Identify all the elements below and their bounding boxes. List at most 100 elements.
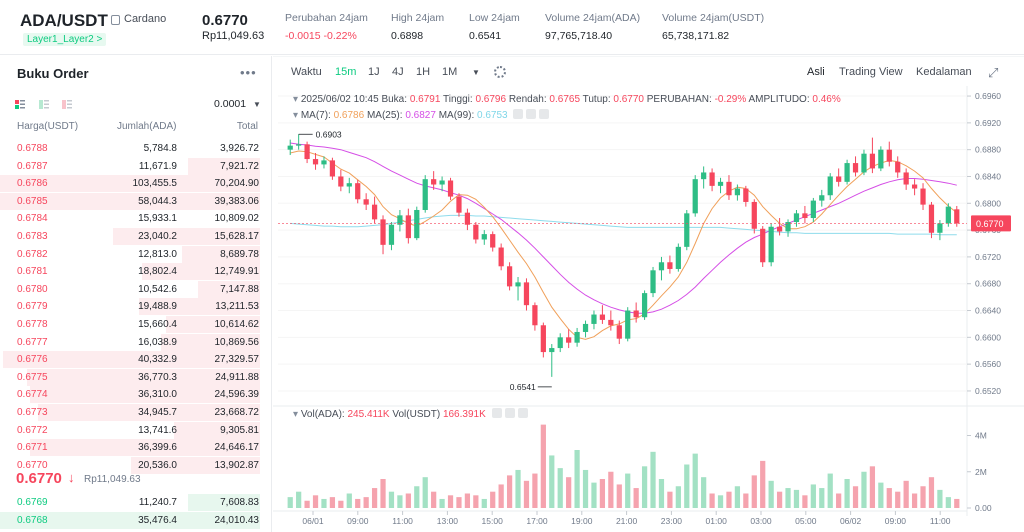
view-asks-icon[interactable] (62, 100, 72, 109)
ask-row[interactable]: 0.6787 11,671.9 7,921.72 (0, 157, 272, 176)
col-total: Total (236, 121, 258, 132)
ask-row[interactable]: 0.6779 19,488.9 13,211.53 (0, 298, 272, 316)
row-total: 9,305.81 (220, 424, 259, 436)
volume-bar (523, 480, 530, 508)
candle-body (844, 163, 850, 182)
volume-bar (405, 493, 411, 508)
depth-bar (0, 511, 260, 529)
candle-body (819, 195, 825, 201)
volume-bar (852, 486, 859, 508)
bid-row[interactable]: 0.6768 35,476.4 24,010.43 (0, 511, 272, 530)
fullscreen-icon[interactable]: ⤢ (988, 65, 999, 80)
candle-body (346, 183, 352, 187)
category-tag[interactable]: Layer1_Layer2 > (23, 33, 107, 46)
volume-bar (709, 493, 715, 508)
tab-trading-view[interactable]: Trading View (839, 66, 903, 78)
ask-list: 0.6788 5,784.8 3,926.72 0.6787 11,671.9 7,921… (0, 140, 272, 474)
ask-row[interactable]: 0.6788 5,784.8 3,926.72 (0, 140, 272, 158)
candlestick-chart[interactable]: 0.69600.69200.68800.68400.68000.67600.67… (273, 56, 1024, 532)
view-both-icon[interactable] (15, 100, 25, 109)
volume-bar (760, 460, 766, 508)
candle-body (304, 144, 310, 160)
candle-body (312, 159, 319, 165)
ask-row[interactable]: 0.6771 36,399.6 24,646.17 (0, 439, 272, 457)
row-price: 0.6770 (17, 459, 48, 471)
view-bids-icon[interactable] (39, 100, 49, 109)
tab-time[interactable]: Waktu (291, 66, 322, 78)
stat-high: High 24jam 0.6898 (391, 12, 445, 42)
volume-bar (566, 477, 572, 508)
candle-body (431, 179, 437, 185)
time-tick-label: 05:00 (795, 516, 817, 526)
volume-bar (363, 497, 369, 508)
volume-bar (414, 486, 420, 508)
volume-bar (599, 479, 606, 508)
tab-4h[interactable]: 4J (392, 66, 404, 78)
row-total: 24,010.43 (214, 514, 260, 526)
row-price: 0.6769 (17, 497, 48, 508)
coin-info-icon[interactable] (111, 15, 120, 25)
tab-1d[interactable]: 1H (416, 66, 431, 78)
row-amount: 23,040.2 (138, 230, 177, 242)
tab-15m[interactable]: 15m (335, 66, 357, 78)
ask-row[interactable]: 0.6781 18,802.4 12,749.91 (0, 263, 272, 281)
gear-icon[interactable] (494, 66, 506, 78)
ask-row[interactable]: 0.6780 10,542.6 7,147.88 (0, 280, 272, 299)
depth-bar (160, 333, 260, 351)
volume-bar (532, 473, 538, 508)
candle-body (861, 153, 867, 173)
stat-volume-usdt: Volume 24jam(USDT) 65,738,171.82 (662, 12, 765, 42)
candle-body (456, 196, 462, 213)
candle-body (329, 160, 336, 177)
depth-bar (187, 157, 260, 175)
volume-bar (625, 473, 631, 508)
depth-bar (198, 280, 260, 298)
ask-row[interactable]: 0.6775 36,770.3 24,911.88 (0, 368, 272, 387)
chevron-down-icon[interactable]: ▼ (253, 100, 261, 109)
more-menu-icon[interactable]: ••• (240, 65, 257, 80)
ask-row[interactable]: 0.6784 15,933.1 10,809.02 (0, 210, 272, 228)
tab-1h[interactable]: 1J (368, 66, 380, 78)
ask-row[interactable]: 0.6772 13,741.6 9,305.81 (0, 421, 272, 440)
ask-row[interactable]: 0.6777 16,038.9 10,869.56 (0, 333, 272, 352)
row-price: 0.6787 (17, 160, 48, 172)
pair-title[interactable]: ADA/USDT (20, 11, 108, 30)
vol-settings-icon[interactable] (491, 408, 502, 418)
volume-bar (329, 497, 336, 508)
volume-bar (388, 491, 395, 508)
precision-select[interactable]: 0.0001 (214, 98, 247, 110)
row-amount: 11,671.9 (138, 160, 177, 172)
row-total: 15,628.17 (214, 230, 260, 242)
tab-original[interactable]: Asli (807, 66, 825, 78)
candle-body (599, 314, 606, 320)
depth-bar (0, 192, 260, 210)
ask-row[interactable]: 0.6785 58,044.3 39,383.06 (0, 192, 272, 211)
ask-row[interactable]: 0.6776 40,332.9 27,329.57 (0, 351, 272, 369)
coin-name[interactable]: Cardano (124, 13, 167, 25)
bid-row[interactable]: 0.6769 11,240.7 7,608.83 (0, 494, 272, 512)
ma-settings-icon[interactable] (513, 109, 524, 119)
interval-chevron-icon[interactable]: ▼ (472, 68, 480, 77)
candle-body (422, 179, 428, 210)
time-tick-label: 03:00 (750, 516, 772, 526)
tab-depth[interactable]: Kedalaman (916, 66, 972, 78)
vol-hide-icon[interactable] (504, 408, 515, 418)
ask-row[interactable]: 0.6778 15,660.4 10,614.62 (0, 315, 272, 334)
mid-price[interactable]: 0.6770 (16, 470, 62, 487)
volume-bar (726, 491, 732, 508)
candle-body (776, 226, 783, 232)
ma-hide-icon[interactable] (526, 109, 537, 119)
row-amount: 15,933.1 (138, 213, 177, 225)
row-amount: 11,240.7 (138, 497, 177, 508)
row-price: 0.6776 (17, 354, 48, 366)
vol-close-icon[interactable] (517, 408, 528, 418)
row-total: 24,646.17 (214, 442, 260, 454)
ask-row[interactable]: 0.6774 36,310.0 24,596.39 (0, 386, 272, 404)
ma-close-icon[interactable] (539, 109, 550, 119)
tab-1m[interactable]: 1M (442, 66, 458, 78)
ask-row[interactable]: 0.6773 34,945.7 23,668.72 (0, 403, 272, 422)
ask-row[interactable]: 0.6783 23,040.2 15,628.17 (0, 227, 272, 246)
ask-row[interactable]: 0.6782 12,813.0 8,689.78 (0, 245, 272, 264)
ask-row[interactable]: 0.6770 20,536.0 13,902.87 (0, 456, 272, 475)
ask-row[interactable]: 0.6786 103,455.5 70,204.90 (0, 175, 272, 193)
